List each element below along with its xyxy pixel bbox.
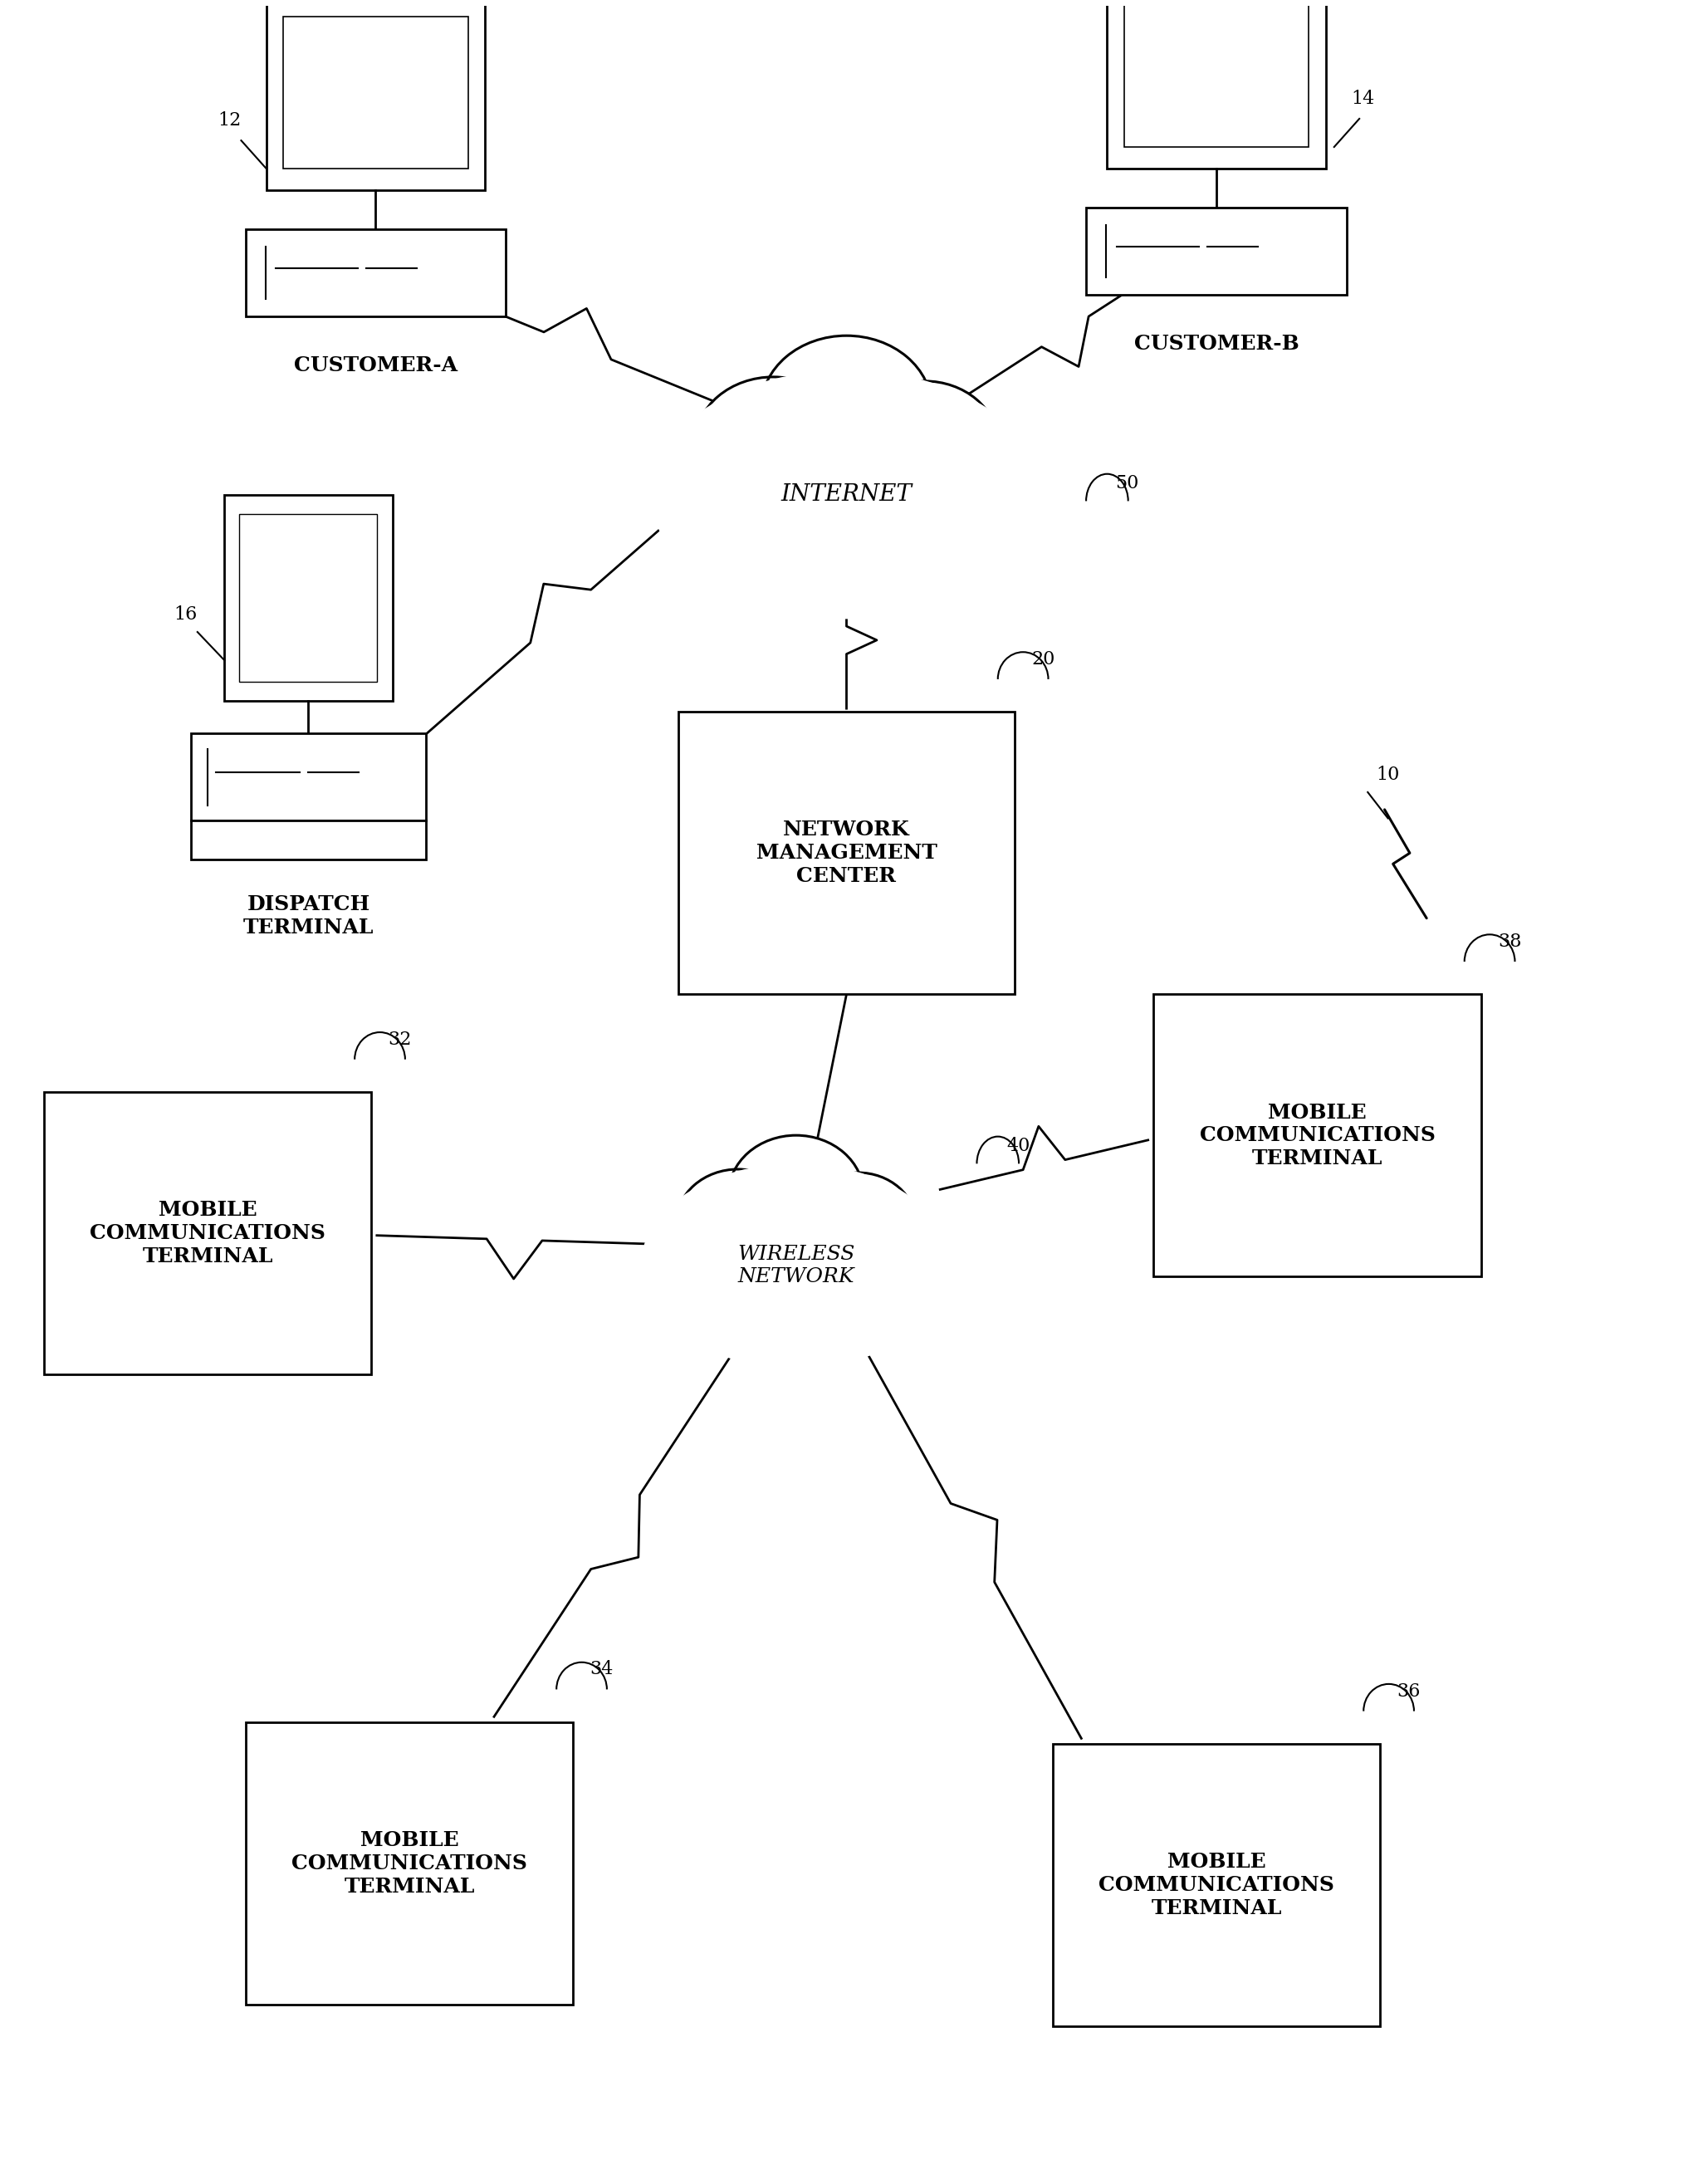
Ellipse shape: [642, 1164, 951, 1367]
Text: 14: 14: [1351, 90, 1375, 107]
FancyBboxPatch shape: [245, 1721, 574, 2005]
Text: 16: 16: [174, 605, 198, 622]
Ellipse shape: [799, 1173, 916, 1273]
Text: WIRELESS
NETWORK: WIRELESS NETWORK: [738, 1245, 855, 1286]
FancyBboxPatch shape: [1087, 207, 1346, 295]
FancyBboxPatch shape: [1053, 1743, 1380, 2027]
Ellipse shape: [696, 378, 852, 509]
FancyBboxPatch shape: [679, 712, 1014, 994]
FancyBboxPatch shape: [245, 229, 506, 317]
FancyBboxPatch shape: [266, 0, 484, 190]
FancyBboxPatch shape: [44, 1092, 371, 1374]
Ellipse shape: [891, 454, 1007, 555]
Ellipse shape: [709, 1282, 824, 1350]
FancyBboxPatch shape: [225, 494, 393, 701]
Text: MOBILE
COMMUNICATIONS
TERMINAL: MOBILE COMMUNICATIONS TERMINAL: [1199, 1103, 1436, 1168]
Text: MOBILE
COMMUNICATIONS
TERMINAL: MOBILE COMMUNICATIONS TERMINAL: [291, 1830, 527, 1896]
Text: NETWORK
MANAGEMENT
CENTER: NETWORK MANAGEMENT CENTER: [757, 819, 936, 887]
FancyBboxPatch shape: [239, 513, 378, 681]
Text: 50: 50: [1116, 474, 1139, 494]
Ellipse shape: [686, 454, 802, 555]
FancyBboxPatch shape: [283, 17, 469, 168]
Text: 38: 38: [1498, 933, 1522, 950]
Text: 10: 10: [1376, 764, 1400, 784]
Text: 34: 34: [591, 1660, 613, 1679]
FancyBboxPatch shape: [1107, 0, 1326, 168]
Ellipse shape: [852, 380, 997, 505]
Ellipse shape: [669, 1234, 762, 1315]
Ellipse shape: [797, 515, 945, 598]
Text: MOBILE
COMMUNICATIONS
TERMINAL: MOBILE COMMUNICATIONS TERMINAL: [90, 1201, 325, 1267]
Text: DISPATCH
TERMINAL: DISPATCH TERMINAL: [244, 893, 374, 937]
Ellipse shape: [728, 1136, 863, 1254]
Text: CUSTOMER-B: CUSTOMER-B: [1134, 334, 1299, 354]
Text: 32: 32: [388, 1031, 411, 1048]
FancyBboxPatch shape: [1124, 0, 1309, 146]
Text: CUSTOMER-A: CUSTOMER-A: [295, 356, 457, 376]
Ellipse shape: [831, 1234, 924, 1315]
Ellipse shape: [736, 515, 884, 598]
FancyBboxPatch shape: [191, 821, 427, 860]
Text: 40: 40: [1006, 1138, 1029, 1155]
Ellipse shape: [757, 1282, 874, 1350]
Text: MOBILE
COMMUNICATIONS
TERMINAL: MOBILE COMMUNICATIONS TERMINAL: [1099, 1852, 1334, 1918]
Ellipse shape: [762, 336, 931, 480]
Ellipse shape: [676, 1168, 799, 1278]
FancyBboxPatch shape: [1153, 994, 1481, 1278]
FancyBboxPatch shape: [191, 734, 427, 821]
Text: 12: 12: [218, 111, 240, 129]
Text: 20: 20: [1031, 651, 1055, 668]
Text: 36: 36: [1397, 1682, 1420, 1701]
Ellipse shape: [652, 371, 1041, 618]
Text: INTERNET: INTERNET: [780, 483, 913, 507]
